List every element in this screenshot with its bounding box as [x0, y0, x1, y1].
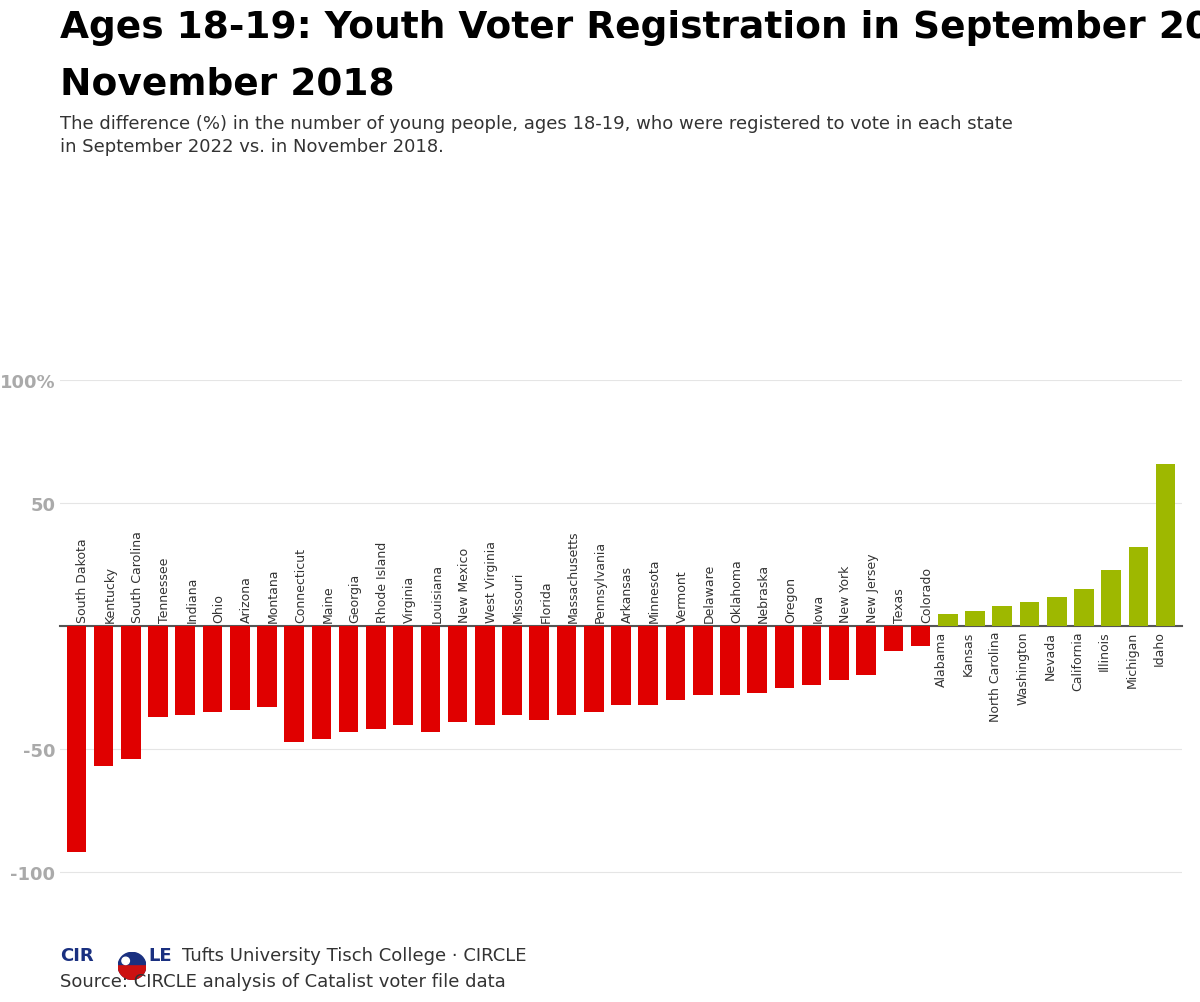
- Bar: [666, 626, 685, 700]
- Bar: [230, 626, 250, 710]
- Wedge shape: [118, 966, 146, 979]
- Text: West Virginia: West Virginia: [485, 540, 498, 622]
- Bar: [829, 626, 848, 680]
- Circle shape: [122, 957, 130, 965]
- Text: Arizona: Arizona: [240, 575, 253, 622]
- Bar: [121, 626, 140, 760]
- Text: South Dakota: South Dakota: [77, 537, 89, 622]
- Text: New Mexico: New Mexico: [457, 547, 470, 622]
- Bar: [394, 626, 413, 724]
- Text: Minnesota: Minnesota: [648, 558, 661, 622]
- Text: Colorado: Colorado: [920, 566, 934, 622]
- Text: Connecticut: Connecticut: [294, 547, 307, 622]
- Bar: [584, 626, 604, 712]
- Text: New Jersey: New Jersey: [866, 553, 880, 622]
- Bar: [1046, 597, 1067, 626]
- Bar: [257, 626, 277, 707]
- Text: Vermont: Vermont: [676, 569, 689, 622]
- Text: Michigan: Michigan: [1126, 631, 1139, 687]
- Text: Idaho: Idaho: [1153, 631, 1165, 665]
- Text: Delaware: Delaware: [703, 563, 715, 622]
- Bar: [94, 626, 113, 767]
- Bar: [1102, 570, 1121, 626]
- Bar: [883, 626, 904, 651]
- Bar: [557, 626, 576, 715]
- Text: Tufts University Tisch College · CIRCLE: Tufts University Tisch College · CIRCLE: [182, 946, 527, 964]
- Text: Louisiana: Louisiana: [431, 563, 443, 622]
- Text: Oregon: Oregon: [785, 576, 797, 622]
- Text: LE: LE: [149, 946, 173, 964]
- Text: New York: New York: [839, 565, 852, 622]
- Text: Florida: Florida: [539, 579, 552, 622]
- Text: Nebraska: Nebraska: [757, 563, 770, 622]
- Text: Iowa: Iowa: [811, 593, 824, 622]
- Bar: [529, 626, 550, 719]
- Text: Rhode Island: Rhode Island: [376, 541, 389, 622]
- Text: Texas: Texas: [893, 587, 906, 622]
- Text: Alabama: Alabama: [935, 631, 948, 686]
- Text: Indiana: Indiana: [185, 576, 198, 622]
- Bar: [992, 607, 1012, 626]
- Bar: [1129, 548, 1148, 626]
- Bar: [965, 612, 985, 626]
- Bar: [149, 626, 168, 717]
- Bar: [66, 626, 86, 853]
- Text: Pennsylvania: Pennsylvania: [594, 540, 607, 622]
- Text: South Carolina: South Carolina: [131, 530, 144, 622]
- Bar: [448, 626, 468, 722]
- Bar: [692, 626, 713, 695]
- Text: CIR: CIR: [60, 946, 94, 964]
- Bar: [938, 614, 958, 626]
- Text: The difference (%) in the number of young people, ages 18-19, who were registere: The difference (%) in the number of youn…: [60, 115, 1013, 133]
- Bar: [611, 626, 631, 705]
- Bar: [203, 626, 222, 712]
- Bar: [1074, 589, 1093, 626]
- Text: California: California: [1070, 631, 1084, 690]
- Text: Washington: Washington: [1016, 631, 1030, 704]
- Bar: [503, 626, 522, 715]
- Bar: [638, 626, 658, 705]
- Text: North Carolina: North Carolina: [989, 631, 1002, 721]
- Text: Oklahoma: Oklahoma: [730, 558, 743, 622]
- Text: Illinois: Illinois: [1098, 631, 1111, 670]
- Text: Nevada: Nevada: [1044, 631, 1057, 679]
- Text: Maine: Maine: [322, 584, 335, 622]
- Bar: [420, 626, 440, 732]
- Text: Source: CIRCLE analysis of Catalist voter file data: Source: CIRCLE analysis of Catalist vote…: [60, 972, 505, 990]
- Bar: [1020, 602, 1039, 626]
- Bar: [720, 626, 739, 695]
- Bar: [475, 626, 494, 724]
- Text: Ohio: Ohio: [212, 593, 226, 622]
- Text: Montana: Montana: [266, 568, 280, 622]
- Bar: [774, 626, 794, 688]
- Bar: [366, 626, 385, 729]
- Text: Georgia: Georgia: [349, 573, 361, 622]
- Bar: [748, 626, 767, 693]
- Bar: [857, 626, 876, 675]
- Bar: [284, 626, 304, 742]
- Text: Massachusetts: Massachusetts: [566, 530, 580, 622]
- Bar: [312, 626, 331, 739]
- Bar: [338, 626, 359, 732]
- Text: Missouri: Missouri: [512, 571, 526, 622]
- Bar: [1156, 464, 1176, 626]
- Text: Arkansas: Arkansas: [622, 565, 634, 622]
- Bar: [175, 626, 196, 715]
- Bar: [911, 626, 930, 646]
- Text: Virginia: Virginia: [403, 575, 416, 622]
- Text: November 2018: November 2018: [60, 66, 395, 102]
- Circle shape: [118, 953, 146, 979]
- Text: Ages 18-19: Youth Voter Registration in September 2022 Compared to: Ages 18-19: Youth Voter Registration in …: [60, 10, 1200, 46]
- Text: Kansas: Kansas: [962, 631, 976, 675]
- Text: Kentucky: Kentucky: [103, 565, 116, 622]
- Bar: [802, 626, 822, 685]
- Text: in September 2022 vs. in November 2018.: in September 2022 vs. in November 2018.: [60, 138, 444, 156]
- Text: Tennessee: Tennessee: [158, 557, 172, 622]
